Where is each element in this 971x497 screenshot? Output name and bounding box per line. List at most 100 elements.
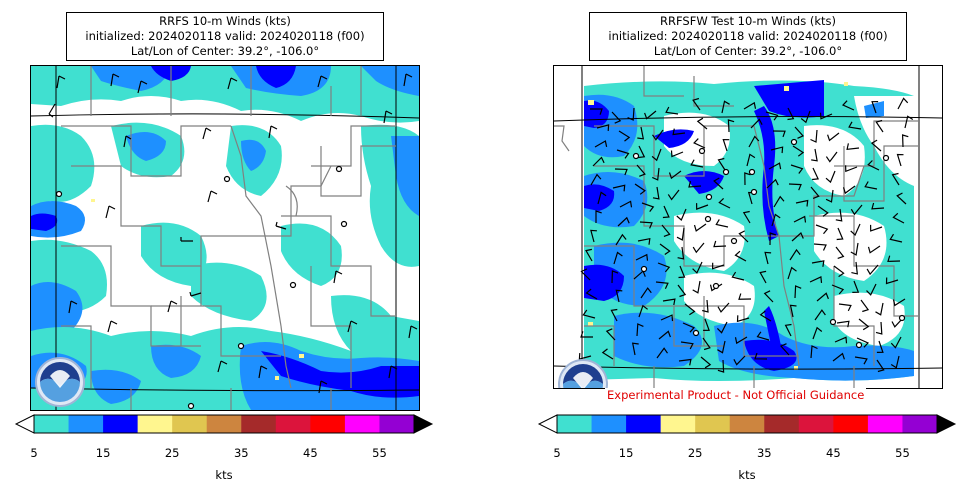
colorbar-over-triangle [413, 414, 434, 434]
wind-barb [696, 117, 708, 130]
wind-barb [789, 304, 797, 318]
wind-barb [754, 352, 768, 360]
wind-barb [652, 167, 660, 181]
wind-barb [611, 270, 619, 284]
wind-barb [750, 118, 763, 129]
wind-barb [770, 146, 784, 154]
wind-barb [856, 337, 870, 348]
wind-barb [763, 290, 774, 303]
wind-barb [852, 280, 860, 293]
wind-barb [713, 177, 724, 190]
wind-barb [897, 97, 909, 110]
wind-barb [812, 167, 820, 181]
wind-barb [660, 314, 674, 322]
wind-barb [876, 359, 885, 373]
wind-barb [759, 310, 772, 322]
wind-barb [693, 138, 706, 149]
wind-barb [637, 237, 651, 245]
colorbar-segment [660, 415, 696, 433]
wind-barb [638, 304, 648, 318]
calm-markers [632, 138, 906, 349]
wind-barb [734, 336, 748, 345]
wind-barb [850, 242, 859, 256]
wind-map-canvas [554, 66, 942, 388]
wind-barb [812, 326, 823, 340]
colorbar-outline [556, 414, 938, 434]
wind-barb [592, 156, 605, 167]
wind-barb [793, 215, 807, 223]
county-borders [61, 66, 396, 410]
wind-barb [794, 126, 805, 139]
wind-barb [850, 204, 863, 216]
wind-barb [635, 253, 649, 261]
wind-barb [734, 250, 747, 262]
wind-barb [702, 299, 709, 313]
wind-barb [854, 356, 868, 365]
wind-barb [794, 285, 802, 299]
colorbar-under-triangle [537, 414, 558, 434]
colorbar-segment [172, 415, 208, 433]
wind-barb [713, 240, 727, 248]
wind-barb [831, 284, 845, 295]
map-subtitle-times: initialized: 2024020118 valid: 202402011… [85, 29, 365, 43]
wind-barb [845, 165, 858, 173]
wind-barb [864, 181, 878, 190]
colorbar-segment [275, 415, 311, 433]
colorbar-tick-label: 5 [30, 446, 38, 460]
wind-barb [736, 315, 750, 323]
wind-barb [835, 208, 843, 222]
wind-barb [810, 345, 818, 359]
wind-barb [756, 331, 770, 341]
colorbar-segment [695, 415, 731, 433]
panel-rrfsfw: RRFSFW Test 10-m Winds (kts) initialized… [485, 0, 970, 497]
wind-barb [772, 130, 786, 138]
wind-barb [836, 227, 844, 241]
wind-barb [860, 299, 870, 313]
wind-barb [596, 124, 610, 131]
wind-barb [639, 221, 653, 229]
calm-markers [55, 165, 348, 410]
wind-barb [617, 216, 630, 227]
wind-barb [904, 115, 914, 129]
noaa-logo [558, 359, 608, 388]
wind-barb [662, 298, 676, 306]
wind-barb [768, 162, 782, 170]
wind-barb [580, 268, 591, 281]
wind-barb [795, 199, 809, 207]
wind-barb [771, 213, 781, 227]
wind-barb [678, 265, 686, 279]
wind-barb [896, 192, 907, 205]
colorbar-tick-label: 25 [164, 446, 180, 460]
colorbar-segment [764, 415, 800, 433]
wind-barb [693, 223, 707, 232]
wind-barb [833, 265, 845, 278]
colorbar-units: kts [215, 468, 233, 482]
wind-barb [787, 107, 795, 121]
wind-barb [652, 129, 664, 141]
colorbar-tick-label: 55 [372, 446, 387, 460]
wind-barb [892, 298, 906, 307]
colorbar-tick-label: 15 [95, 446, 111, 460]
wind-barb [813, 243, 827, 251]
map-subtitle-center: Lat/Lon of Center: 39.2°, -106.0° [130, 44, 320, 58]
wind-barb [876, 340, 884, 353]
wind-barb [656, 347, 668, 359]
wind-barb [610, 308, 618, 322]
wind-barb [718, 197, 731, 209]
wind-barb [896, 153, 904, 167]
wind-barb [700, 356, 712, 369]
wind-barb [885, 277, 899, 285]
colorbar-tick-label: 35 [756, 446, 772, 460]
colorbar-outline [33, 414, 415, 434]
map-title-box: RRFSFW Test 10-m Winds (kts) initialized… [589, 12, 907, 61]
wind-barb [832, 352, 845, 362]
wind-barb [692, 280, 701, 294]
wind-barb [619, 200, 633, 208]
wind-barb [738, 293, 752, 300]
experimental-disclaimer: Experimental Product - Not Official Guid… [605, 388, 867, 402]
wind-barb [744, 172, 751, 186]
wind-barb [616, 149, 630, 159]
colorbar-segment [379, 415, 415, 433]
wind-barb [721, 100, 730, 114]
wind-barb [696, 203, 709, 210]
